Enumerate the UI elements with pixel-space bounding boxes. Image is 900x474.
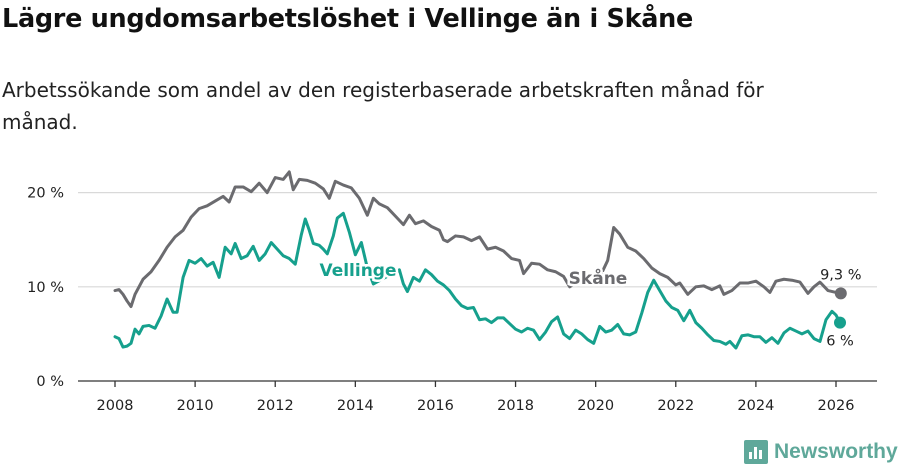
series-label-skane: Skåne <box>569 267 628 289</box>
end-point-skane <box>834 287 847 300</box>
series-skane <box>113 170 847 309</box>
end-value-label-skane: 9,3 % <box>820 267 861 283</box>
series-lines <box>113 170 847 350</box>
y-tick-label: 0 % <box>36 374 64 390</box>
x-tick-label: 2018 <box>497 398 534 414</box>
end-point-vellinge <box>834 316 847 329</box>
series-line-vellinge <box>113 211 842 350</box>
x-tick-label: 2020 <box>577 398 614 414</box>
series-labels: 9,3 % Skåne 6 % Vellinge <box>317 259 864 352</box>
y-tick-label: 10 % <box>27 280 64 296</box>
gridlines <box>78 192 877 288</box>
x-tick-label: 2016 <box>417 398 454 414</box>
series-vellinge <box>113 211 847 350</box>
x-tick-label: 2014 <box>337 398 374 414</box>
chart-title: Lägre ungdomsarbetslöshet i Vellinge än … <box>2 4 693 34</box>
x-axis: 2008 2010 2012 2014 2016 2018 2020 2022 2024 2026 <box>78 380 877 414</box>
newsworthy-brand: Newsworthy <box>744 440 898 464</box>
x-tick-label: 2022 <box>657 398 694 414</box>
series-line-skane <box>113 170 843 309</box>
x-tick-label: 2026 <box>818 398 855 414</box>
x-tick-label: 2024 <box>737 398 774 414</box>
y-tick-label: 20 % <box>27 186 64 202</box>
end-value-label-vellinge: 6 % <box>826 334 854 350</box>
newsworthy-logo-icon <box>744 440 768 464</box>
x-tick-label: 2010 <box>177 398 214 414</box>
y-axis: 0 % 10 % 20 % <box>27 186 64 390</box>
series-label-vellinge: Vellinge <box>319 261 396 281</box>
x-tick-label: 2008 <box>97 398 134 414</box>
chart-subtitle: Arbetssökande som andel av den registerb… <box>2 78 764 134</box>
brand-name: Newsworthy <box>774 440 898 463</box>
x-tick-label: 2012 <box>257 398 294 414</box>
